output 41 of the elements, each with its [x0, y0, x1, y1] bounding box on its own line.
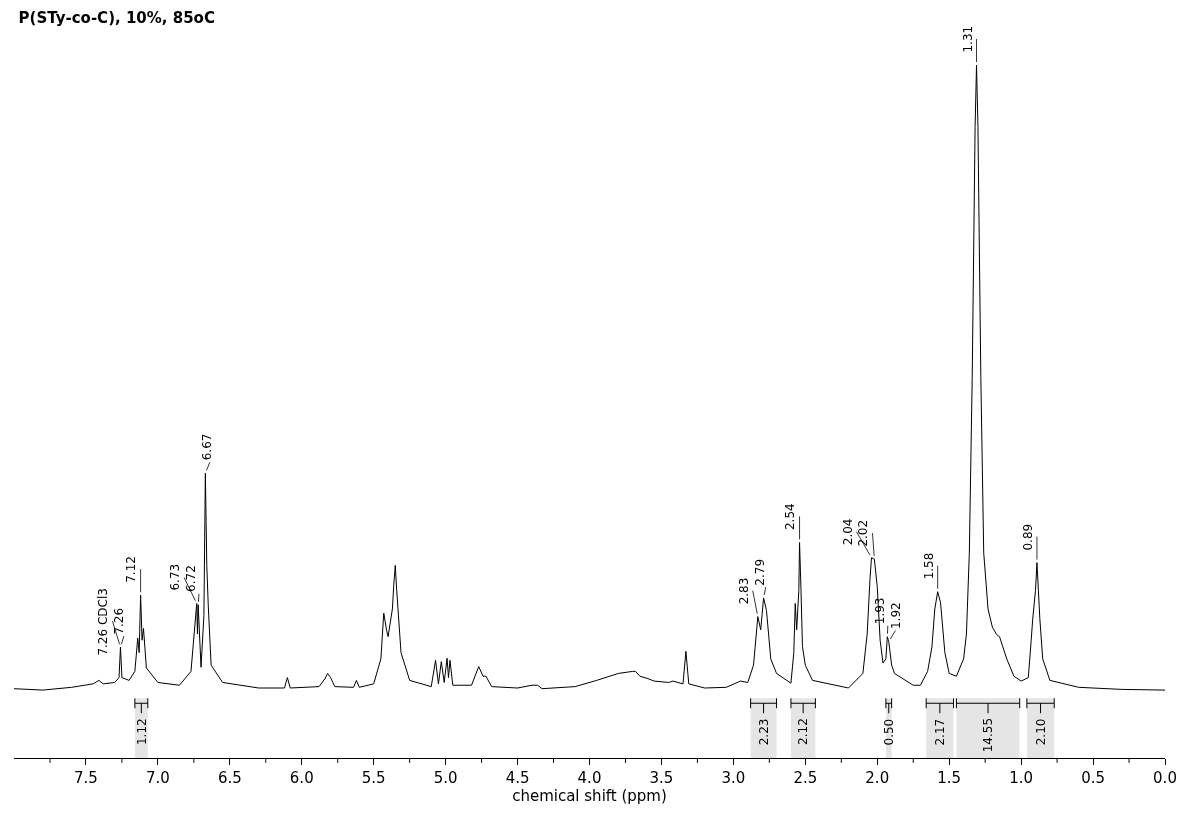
band-label: 2.17 — [933, 718, 948, 746]
annotation: 0.89 — [1021, 523, 1036, 551]
annotation: 1.92 — [888, 602, 903, 630]
annotation: 1.31 — [960, 25, 975, 53]
x-tick-label: 0.5 — [1081, 769, 1105, 787]
x-tick-label: 1.5 — [937, 769, 962, 787]
x-tick-label: 4.0 — [577, 769, 602, 787]
annotation: 7.12 — [124, 556, 139, 583]
annotation: 6.67 — [199, 433, 214, 461]
x-tick-label: 1.0 — [1009, 769, 1034, 787]
band-label: 2.10 — [1033, 718, 1048, 746]
annotation: 2.79 — [752, 558, 767, 586]
chart-title: P(STy-co-C), 10%, 85oC — [18, 8, 215, 27]
x-tick-label: 5.5 — [361, 769, 386, 787]
x-tick-label: 6.5 — [217, 769, 242, 787]
x-axis-title: chemical shift (ppm) — [512, 787, 667, 805]
x-tick-label: 0.0 — [1153, 769, 1177, 787]
annotation: 1.93 — [872, 597, 887, 625]
x-tick-label: 5.0 — [433, 769, 458, 787]
x-tick-label: 3.5 — [649, 769, 674, 787]
band-label: 1.12 — [134, 718, 149, 746]
annotation: 2.02 — [856, 519, 871, 547]
annotation: 6.72 — [184, 565, 199, 592]
x-tick-label: 6.0 — [289, 769, 314, 787]
band-label: 2.23 — [756, 718, 771, 746]
band-label: 0.50 — [882, 718, 897, 746]
x-tick-label: 2.5 — [793, 769, 818, 787]
x-tick-label: 3.0 — [721, 769, 746, 787]
x-tick-label: 4.5 — [505, 769, 530, 787]
annotation: 7.26 — [112, 607, 127, 635]
band-label: 2.12 — [796, 718, 811, 745]
annotation: 2.54 — [783, 503, 798, 531]
annotation: 7.26 CDCl3 — [96, 588, 111, 656]
x-tick-label: 7.0 — [145, 769, 170, 787]
band-label: 14.55 — [980, 717, 995, 753]
annotation: 2.83 — [737, 577, 752, 605]
annotation: 1.58 — [921, 552, 936, 580]
x-tick-label: 2.0 — [865, 769, 890, 787]
annotation: 6.73 — [167, 563, 182, 591]
x-tick-label: 7.5 — [74, 769, 98, 787]
annotation: 2.04 — [840, 518, 855, 546]
